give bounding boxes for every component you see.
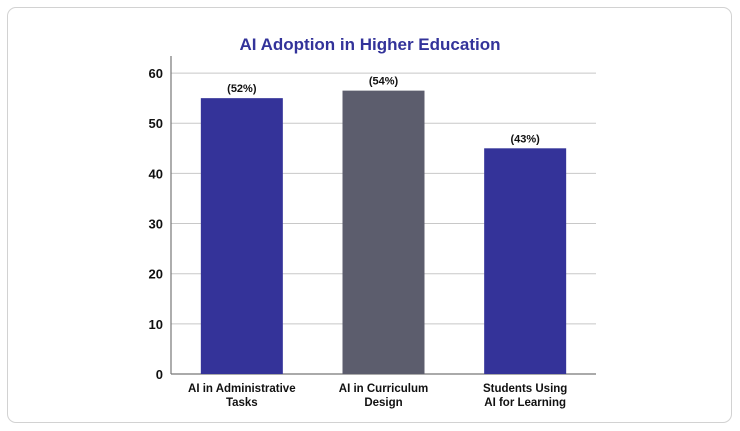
y-tick-label: 0 <box>156 367 163 382</box>
y-tick-label: 50 <box>149 116 163 131</box>
x-tick-label: Tasks <box>226 397 258 409</box>
data-label: (52%) <box>227 83 257 95</box>
x-tick-label: AI for Learning <box>484 397 566 409</box>
y-tick-label: 60 <box>149 66 163 81</box>
x-tick-label: AI in Administrative <box>188 383 296 395</box>
bar <box>200 98 283 375</box>
x-tick-label: AI in Curriculum <box>339 383 428 395</box>
chart-title: AI Adoption in Higher Education <box>239 35 501 54</box>
y-tick-label: 30 <box>149 217 163 232</box>
data-label: (43%) <box>510 133 540 145</box>
x-tick-label: Design <box>364 397 402 409</box>
data-label: (54%) <box>369 76 399 88</box>
x-tick-label: Students Using <box>483 383 567 395</box>
y-tick-label: 10 <box>149 317 163 332</box>
bar <box>342 90 425 374</box>
y-tick-label: 20 <box>149 267 163 282</box>
y-tick-label: 40 <box>149 166 163 181</box>
bar <box>484 148 567 374</box>
